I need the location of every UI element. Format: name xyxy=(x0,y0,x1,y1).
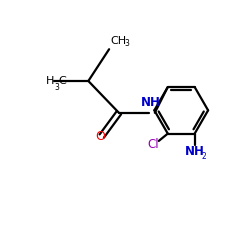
Text: O: O xyxy=(96,130,106,142)
Text: H: H xyxy=(46,76,54,86)
Text: CH: CH xyxy=(110,36,126,46)
Text: C: C xyxy=(58,76,66,86)
Text: NH: NH xyxy=(185,145,204,158)
Text: 2: 2 xyxy=(202,152,206,160)
Text: 3: 3 xyxy=(54,82,60,92)
Text: 3: 3 xyxy=(124,39,129,48)
Text: NH: NH xyxy=(141,96,161,109)
Text: Cl: Cl xyxy=(147,138,159,151)
